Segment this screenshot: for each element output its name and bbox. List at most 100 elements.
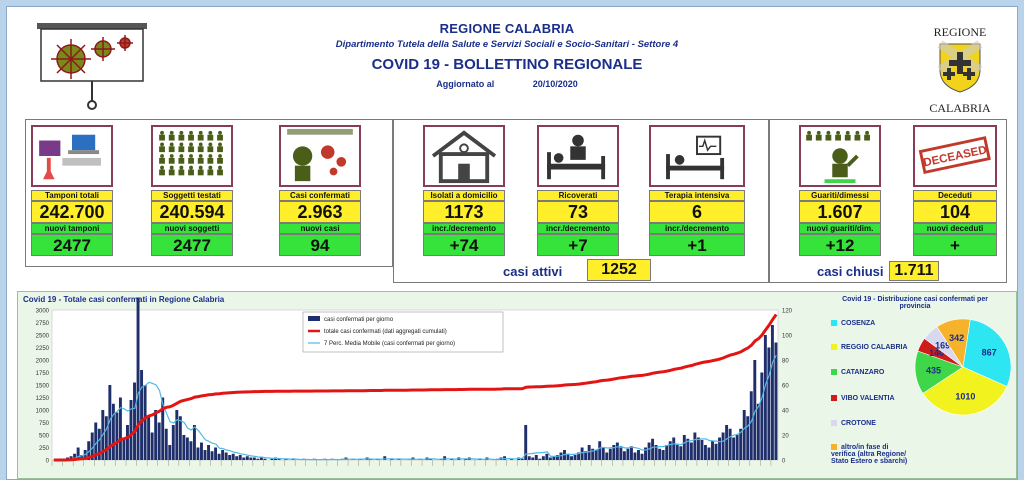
- bulletin-header: REGIONE CALABRIA Dipartimento Tutela del…: [257, 21, 757, 89]
- daily-cases-bar: [714, 443, 718, 460]
- region-shield-icon: [937, 40, 983, 93]
- bulletin-title: COVID 19 - BOLLETTINO REGIONALE: [371, 56, 643, 73]
- legend-swatch: [831, 344, 837, 351]
- daily-cases-bar: [69, 456, 73, 460]
- daily-cases-bar: [760, 372, 764, 460]
- y-left-tick-label: 1000: [36, 409, 50, 415]
- daily-cases-bar: [703, 445, 707, 460]
- hospital-bed-icon: [537, 125, 619, 187]
- daily-cases-bar: [584, 451, 588, 460]
- pie-legend-item: REGGIO CALABRIA: [831, 344, 911, 351]
- daily-cases-bar: [668, 441, 672, 460]
- closed-summary-box: [769, 259, 1007, 283]
- daily-cases-bar: [718, 437, 722, 460]
- daily-cases-bar: [231, 453, 235, 460]
- kpi-sub-label: nuovi tamponi: [31, 223, 113, 234]
- daily-cases-bar: [686, 438, 690, 460]
- daily-cases-bar: [555, 455, 559, 460]
- daily-cases-bar: [622, 451, 626, 460]
- kpi-sub-value: 2477: [31, 234, 113, 256]
- daily-cases-bar: [541, 456, 545, 460]
- kpi-value: 1.607: [799, 201, 881, 223]
- daily-cases-bar: [161, 397, 165, 460]
- daily-cases-bar: [689, 442, 693, 460]
- kpi-label: Soggetti testati: [151, 190, 233, 201]
- daily-cases-bar: [175, 410, 179, 460]
- daily-cases-bar: [753, 360, 757, 460]
- daily-cases-bar: [185, 437, 189, 460]
- daily-cases-bar: [182, 435, 186, 460]
- pie-legend-label: CROTONE: [841, 420, 876, 427]
- daily-cases-bar: [707, 447, 711, 460]
- daily-cases-bar: [661, 450, 665, 460]
- legend-swatch: [831, 395, 837, 402]
- y-left-tick-label: 1750: [36, 371, 50, 377]
- daily-cases-bar: [235, 456, 239, 460]
- kpi-label: Isolati a domicilio: [423, 190, 505, 201]
- daily-cases-bar: [249, 457, 253, 460]
- daily-cases-bar: [552, 456, 556, 460]
- daily-cases-bar: [136, 297, 140, 460]
- y-right-tick-label: 20: [782, 434, 789, 440]
- kpi-label: Deceduti: [913, 190, 997, 201]
- daily-cases-bar: [665, 445, 669, 460]
- region-logo-line1: REGIONE: [933, 25, 987, 39]
- pie-slice-value: 1010: [955, 392, 975, 402]
- daily-cases-bar: [591, 448, 595, 460]
- daily-cases-bar: [605, 452, 609, 460]
- daily-cases-bar: [672, 437, 676, 460]
- legend-swatch: [831, 444, 837, 451]
- y-left-tick-label: 2500: [36, 334, 50, 340]
- pie-slice-value: 169: [935, 340, 950, 350]
- daily-cases-bar: [721, 432, 725, 460]
- daily-cases-bar: [192, 425, 196, 460]
- kpi-label: Tamponi totali: [31, 190, 113, 201]
- pie-slice: [962, 319, 1012, 387]
- daily-cases-bar: [87, 441, 91, 460]
- daily-cases-bar: [118, 397, 122, 460]
- y-right-tick-label: 0: [782, 459, 786, 465]
- legend-swatch: [308, 316, 320, 321]
- daily-cases-bar: [573, 455, 577, 460]
- daily-cases-bar: [189, 441, 193, 460]
- main-chart-title: Covid 19 - Totale casi confermati in Reg…: [23, 295, 225, 304]
- kpi-label: Guariti/dimessi: [799, 190, 881, 201]
- daily-cases-bar: [104, 416, 108, 460]
- daily-cases-bar: [728, 428, 732, 460]
- y-left-tick-label: 250: [39, 446, 50, 452]
- pie-legend-item: CATANZARO: [831, 369, 911, 376]
- updated-date: 20/10/2020: [532, 79, 578, 89]
- daily-cases-bar: [277, 458, 281, 460]
- kpi-value: 73: [537, 201, 619, 223]
- page-title: REGIONE CALABRIA: [439, 21, 575, 36]
- daily-cases-bar: [629, 446, 633, 460]
- kpi-sub-label: nuovi deceduti: [913, 223, 997, 234]
- daily-cases-bar: [520, 458, 524, 460]
- y-right-tick-label: 120: [782, 309, 793, 315]
- y-left-tick-label: 3000: [36, 309, 50, 315]
- kpi-label: Casi confermati: [279, 190, 361, 201]
- daily-cases-bar: [524, 425, 528, 460]
- daily-cases-bar: [711, 441, 714, 460]
- kpi-value: 2.963: [279, 201, 361, 223]
- daily-cases-bar: [601, 447, 605, 460]
- kpi-sub-value: 94: [279, 234, 361, 256]
- virus-projector-icon: [37, 21, 147, 113]
- kpi-sub-label: nuovi guariti/dim.: [799, 223, 881, 234]
- pie-legend-label: CATANZARO: [841, 369, 885, 376]
- daily-cases-bar: [200, 442, 203, 460]
- daily-cases-bar: [696, 437, 700, 460]
- kpi-section: Tamponi totali 242.700 nuovi tamponi 247…: [7, 7, 1019, 297]
- kpi-sub-value: +12: [799, 234, 881, 256]
- daily-cases-bar: [647, 442, 651, 460]
- kpi-sub-value: 2477: [151, 234, 233, 256]
- daily-cases-bar: [259, 457, 263, 460]
- kpi-sub-label: incr./decremento: [537, 223, 619, 234]
- kpi-label: Terapia intensiva: [649, 190, 745, 201]
- region-logo: REGIONE CALABRIA: [919, 25, 1001, 115]
- daily-cases-bar: [682, 435, 686, 460]
- daily-cases-bar: [767, 347, 771, 460]
- daily-cases-bar: [270, 458, 274, 460]
- y-left-tick-label: 750: [39, 421, 50, 427]
